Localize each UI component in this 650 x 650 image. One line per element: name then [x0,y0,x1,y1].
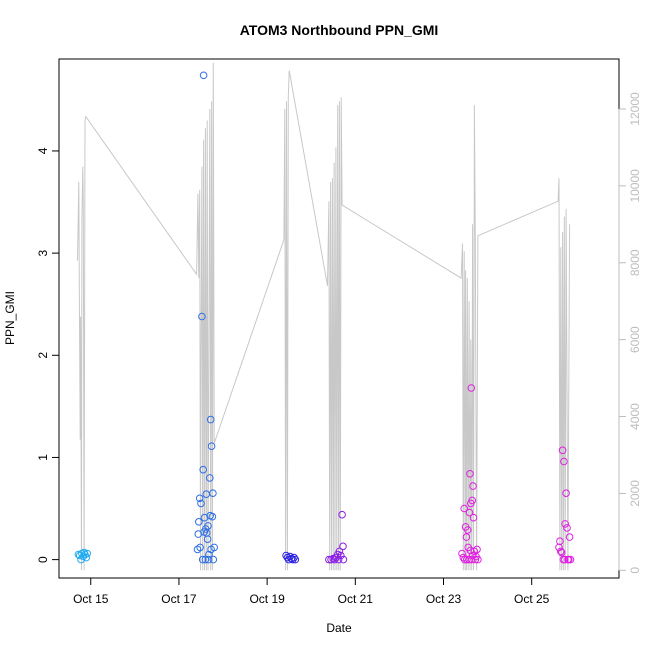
data-point [208,512,217,521]
right-y-tick-label: 12000 [628,92,642,126]
data-point [205,550,213,559]
data-point [466,470,474,478]
right-y-tick-label: 6000 [628,326,642,353]
y-tick-label: 4 [36,147,50,154]
data-point [201,555,210,564]
x-axis-label: Date [326,621,352,635]
x-tick-label: Oct 25 [514,592,550,606]
data-point [199,465,207,474]
data-point [557,548,566,557]
data-point [291,555,300,564]
data-point [204,522,212,530]
y-tick-label: 0 [36,556,50,563]
data-point [195,518,203,526]
x-tick-label: Oct 23 [426,592,462,606]
data-point [467,384,476,392]
data-point [557,547,565,556]
y-tick-label: 1 [36,454,50,461]
x-tick-label: Oct 19 [249,592,285,606]
data-point [558,446,567,455]
data-point [204,555,213,564]
series-line-0 [77,62,571,571]
right-y-tick-label: 2000 [628,480,642,507]
right-y-tick-label: 4000 [628,403,642,430]
data-point [335,547,344,556]
data-point [339,555,348,564]
right-y-tick-label: 0 [628,567,642,574]
data-point [566,555,575,564]
data-point [209,555,218,564]
data-point [339,542,347,551]
x-axis: Oct 15 Oct 17 Oct 19 Oct 21 Oct 23 Oct 25 [73,577,550,606]
data-point [468,551,477,560]
right-y-tick-label: 8000 [628,249,642,276]
x-tick-label: Oct 17 [161,592,197,606]
data-point [198,312,206,321]
data-point [561,555,569,564]
x-tick-label: Oct 21 [338,592,374,606]
data-point [198,555,207,564]
data-point [195,494,204,503]
data-point [197,499,205,508]
data-point [465,508,474,517]
data-point [209,489,217,498]
data-point [469,482,477,490]
data-point [338,510,346,519]
y-tick-label: 2 [36,352,50,359]
y-axis: 0 1 2 3 4 [36,147,60,563]
data-point [337,551,345,560]
data-point [288,555,297,564]
right-axis-series-line [77,62,571,571]
data-point [199,71,208,80]
points-layer [74,71,575,564]
data-point [563,524,571,532]
data-point [210,543,218,552]
data-point [206,415,215,424]
data-point [325,555,333,564]
data-point [468,496,477,505]
data-point [458,549,466,558]
data-point [473,545,481,554]
right-y-tick-label: 10000 [628,169,642,203]
data-point [206,474,214,482]
data-point [561,520,570,528]
data-point [463,555,471,564]
data-point [565,533,574,541]
data-point [82,553,91,562]
data-point [560,457,568,466]
right-y-axis: 0 2000 4000 6000 8000 10000 12000 [618,92,642,574]
data-point [207,442,216,451]
data-point [464,526,472,534]
data-point [562,489,570,498]
data-point [460,504,469,513]
data-point [196,543,204,552]
x-tick-label: Oct 15 [73,592,109,606]
data-point [462,533,471,541]
data-point [474,555,482,564]
y-axis-label: PPN_GMI [3,291,17,345]
data-point [83,549,91,558]
y-tick-label: 3 [36,249,50,256]
data-point [556,537,564,546]
chart-title: ATOM3 Northbound PPN_GMI [240,22,439,38]
data-point [469,513,478,522]
data-point [334,555,343,564]
data-point [471,555,480,564]
data-point [290,553,298,562]
data-point [203,535,212,544]
